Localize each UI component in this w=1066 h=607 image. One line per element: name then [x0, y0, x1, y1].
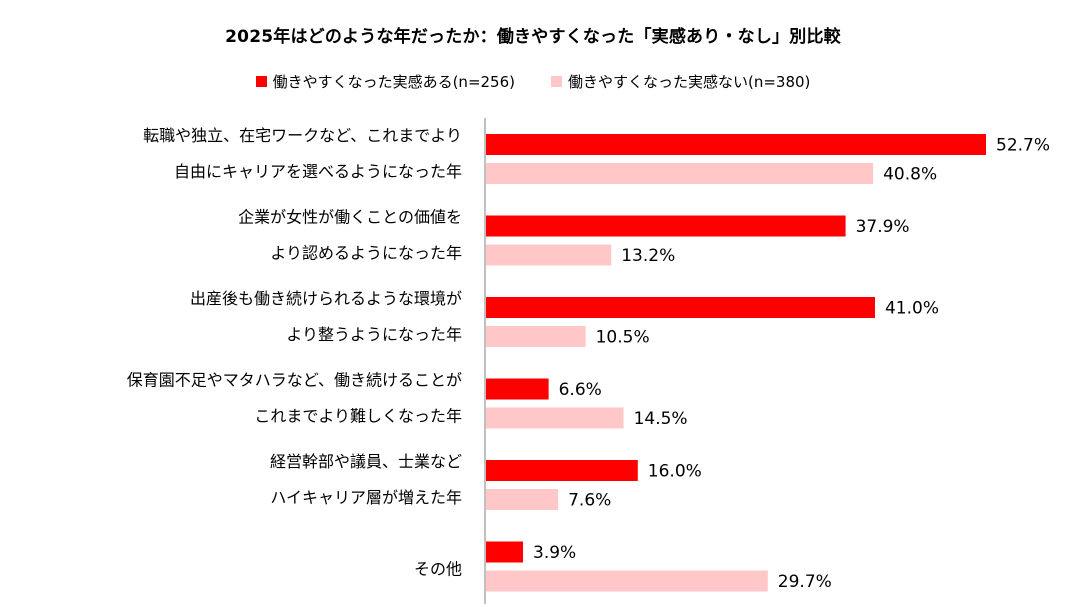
bar-series-1: [486, 297, 875, 318]
bar-series-1: [486, 378, 549, 400]
data-label: 13.2%: [621, 246, 675, 266]
category-label: 経営幹部や議員、士業など: [270, 452, 462, 471]
category-label: より整うようになった年: [286, 325, 462, 344]
data-label: 29.7%: [778, 572, 832, 592]
category-label: 転職や独立、在宅ワークなど、これまでより: [143, 126, 462, 145]
bar-series-1: [486, 460, 638, 481]
bar-series-2: [486, 570, 768, 592]
data-label: 41.0%: [885, 299, 939, 319]
chart-title: 2025年はどのような年だったか：働きやすくなった「実感あり・なし」別比較: [225, 27, 841, 47]
bar-series-1: [486, 134, 986, 155]
bar-series-1: [486, 215, 846, 237]
bar-series-2: [486, 326, 586, 347]
bar-series-2: [486, 244, 612, 266]
category-label: 保育園不足やマタハラなど、働き続けることが: [127, 371, 462, 390]
legend-item-series-2: 働きやすくなった実感ない(n=380): [551, 71, 810, 92]
data-label: 16.0%: [648, 462, 702, 482]
data-label: 37.9%: [856, 217, 910, 237]
legend-swatch-series-2: [551, 76, 562, 87]
category-label: より認めるようになった年: [270, 244, 462, 263]
category-label: ハイキャリア層が増えた年: [270, 488, 462, 507]
legend-label-series-2: 働きやすくなった実感ない(n=380): [568, 73, 811, 91]
category-label: 出産後も働き続けられるような環境が: [190, 289, 462, 308]
data-label: 10.5%: [596, 328, 650, 348]
category-label: その他: [414, 560, 462, 579]
data-label: 3.9%: [533, 543, 576, 563]
data-label: 6.6%: [559, 380, 602, 400]
category-label: 企業が女性が働くことの価値を: [238, 208, 462, 227]
legend-label-series-1: 働きやすくなった実感ある(n=256): [272, 73, 515, 91]
bar-series-2: [486, 163, 874, 184]
category-label: 自由にキャリアを選べるようになった年: [174, 162, 462, 181]
data-label: 52.7%: [996, 136, 1050, 156]
data-label: 40.8%: [883, 165, 937, 185]
data-label: 7.6%: [568, 491, 611, 511]
bar-series-2: [486, 489, 559, 510]
category-label: これまでより難しくなった年: [254, 407, 462, 426]
legend: 働きやすくなった実感ある(n=256) 働きやすくなった実感ない(n=380): [0, 71, 1066, 92]
bar-series-2: [486, 407, 624, 429]
data-label: 14.5%: [634, 409, 688, 429]
legend-swatch-series-1: [255, 76, 267, 87]
legend-item-series-1: 働きやすくなった実感ある(n=256): [255, 71, 515, 92]
bar-series-1: [486, 541, 524, 563]
